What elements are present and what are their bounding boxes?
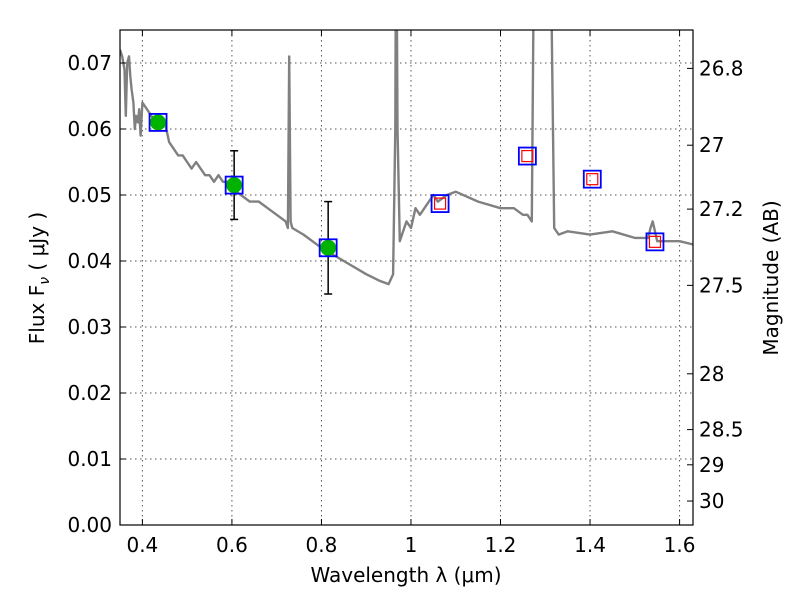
y-axis-label-subscript: ν <box>37 277 53 285</box>
grid-lines <box>120 30 693 525</box>
observed-flux-point <box>150 114 167 131</box>
model-photometry-marker <box>148 113 168 132</box>
x-tick-label: 1.6 <box>664 533 696 557</box>
y-tick-label: 0.07 <box>67 51 112 75</box>
plot-area <box>120 30 693 295</box>
y2-tick-label: 28.5 <box>699 418 744 442</box>
observed-flux-point <box>226 177 243 194</box>
upper-limit-marker <box>648 235 662 248</box>
model-photometry-marker <box>224 175 244 195</box>
upper-limit-marker <box>586 173 599 186</box>
y-axis-label-suffix: ( μJy ) <box>25 212 49 277</box>
x-tick-label: 1 <box>405 533 418 557</box>
y2-tick-label: 27.5 <box>699 273 744 297</box>
upper-limit-marker <box>433 197 447 210</box>
tick-labels: 0.4 0.6 0.8 1 1.2 1.4 1.6 0.00 0.01 0.02 0.03 0.04 0… <box>67 51 743 557</box>
y2-tick-label: 27.2 <box>699 197 744 221</box>
x-tick-label: 0.6 <box>216 533 248 557</box>
model-photometry-marker <box>582 169 602 189</box>
x-tick-label: 1.4 <box>574 533 606 557</box>
x-tick-label: 1.2 <box>485 533 517 557</box>
y-tick-label: 0.04 <box>67 249 112 273</box>
y2-tick-label: 28 <box>699 362 724 386</box>
x-tick-label: 0.8 <box>306 533 338 557</box>
model-photometry-marker <box>517 146 537 166</box>
model-photometry-marker <box>430 194 450 213</box>
y-axis-label: Flux Fν ( μJy ) <box>25 212 53 344</box>
y-tick-label: 0.02 <box>67 381 112 405</box>
y2-tick-label: 27 <box>699 133 724 157</box>
y2-tick-label: 30 <box>699 489 724 513</box>
model-photometry-marker <box>645 232 665 252</box>
spectrum-line <box>120 30 693 286</box>
y-tick-label: 0.06 <box>67 117 112 141</box>
observed-flux-point <box>320 239 337 256</box>
x-tick-label: 0.4 <box>126 533 158 557</box>
upper-limit-marker <box>521 149 534 163</box>
y2-axis-label: Magnitude (AB) <box>759 200 783 355</box>
y-axis-label-prefix: Flux F <box>25 285 49 344</box>
axis-ticks <box>120 30 693 526</box>
y-tick-label: 0.05 <box>67 183 112 207</box>
y-tick-label: 0.01 <box>67 447 112 471</box>
x-axis-label: Wavelength λ (μm) <box>310 563 501 587</box>
y2-tick-label: 26.8 <box>699 56 744 80</box>
y-tick-label: 0.00 <box>67 513 112 537</box>
plot-frame <box>119 29 694 526</box>
model-photometry-marker <box>318 238 338 258</box>
y-tick-label: 0.03 <box>67 315 112 339</box>
y2-tick-label: 29 <box>699 453 724 477</box>
